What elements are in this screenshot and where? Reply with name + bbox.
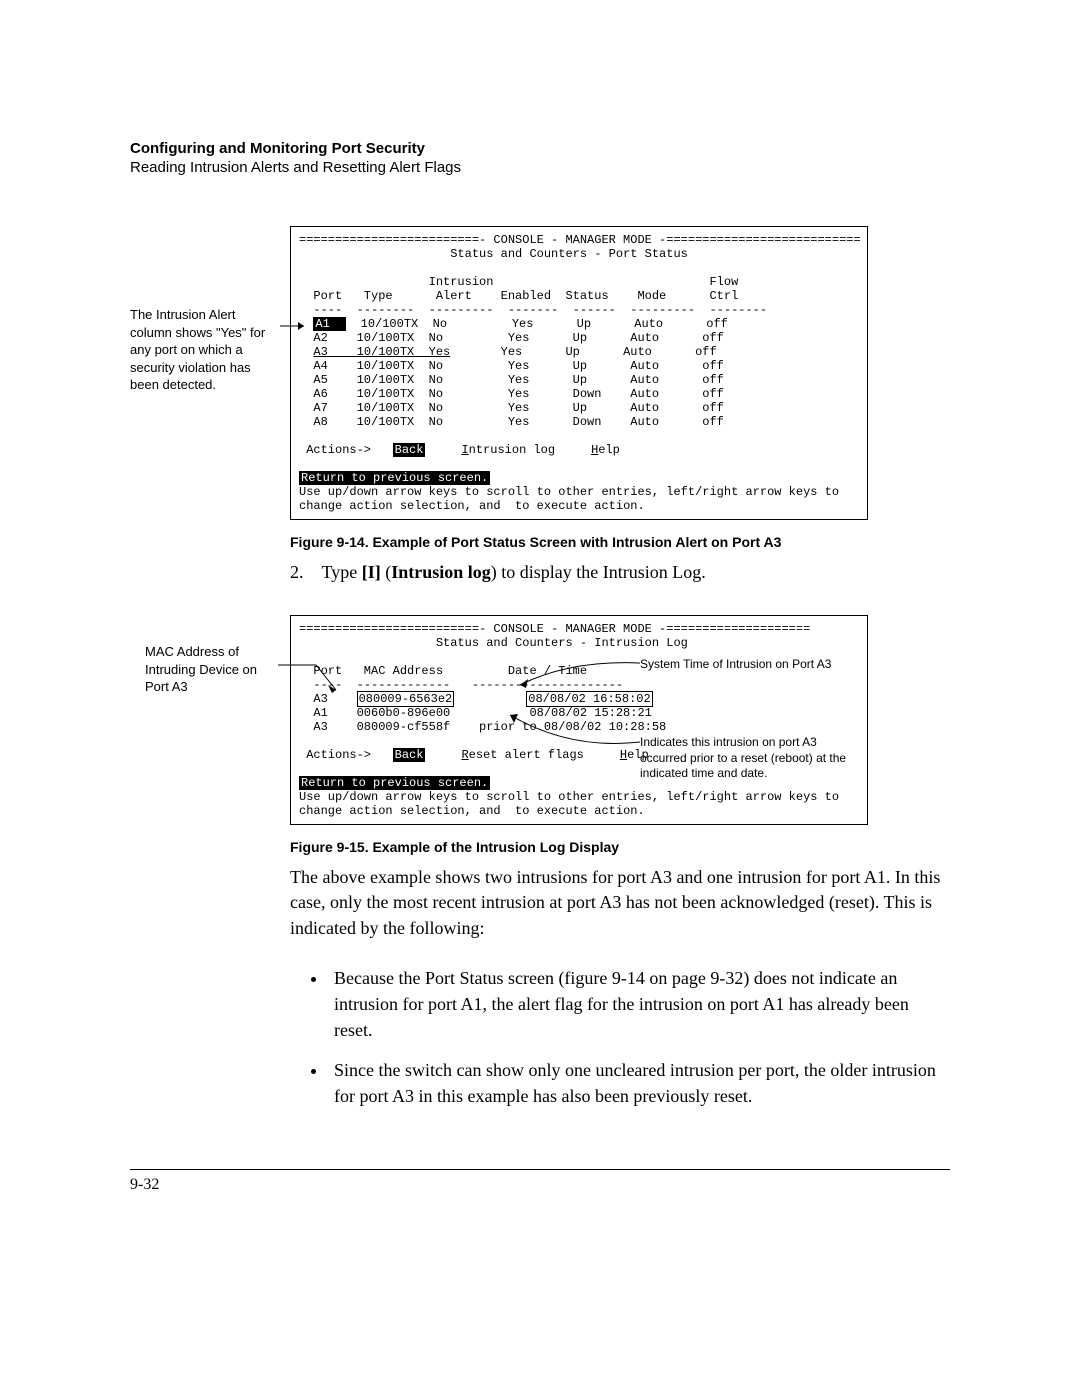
bullet-item: Because the Port Status screen (figure 9… (328, 965, 950, 1043)
console-port-status: =========================- CONSOLE - MAN… (290, 226, 868, 520)
figure-9-14: The Intrusion Alert column shows "Yes" f… (290, 226, 950, 520)
callout-intrusion-alert: The Intrusion Alert column shows "Yes" f… (130, 306, 280, 394)
callout-system-time: System Time of Intrusion on Port A3 (640, 657, 850, 673)
bullet-item: Since the switch can show only one uncle… (328, 1057, 950, 1109)
paragraph-explanation: The above example shows two intrusions f… (290, 865, 950, 941)
step-2-text: 2. Type [I] (Intrusion log) to display t… (290, 560, 950, 585)
header-subtitle: Reading Intrusion Alerts and Resetting A… (130, 159, 950, 176)
page-number: 9-32 (130, 1176, 950, 1194)
bullet-list: Because the Port Status screen (figure 9… (290, 965, 950, 1109)
header-title: Configuring and Monitoring Port Security (130, 140, 950, 157)
callout-prior-reset: Indicates this intrusion on port A3 occu… (640, 735, 855, 782)
figure-9-15: MAC Address of Intruding Device on Port … (290, 615, 950, 825)
console-intrusion-log: =========================- CONSOLE - MAN… (290, 615, 868, 825)
figure-9-14-caption: Figure 9-14. Example of Port Status Scre… (290, 534, 950, 550)
footer-line (130, 1169, 950, 1176)
figure-9-15-caption: Figure 9-15. Example of the Intrusion Lo… (290, 839, 950, 855)
callout-mac-address: MAC Address of Intruding Device on Port … (145, 643, 275, 696)
